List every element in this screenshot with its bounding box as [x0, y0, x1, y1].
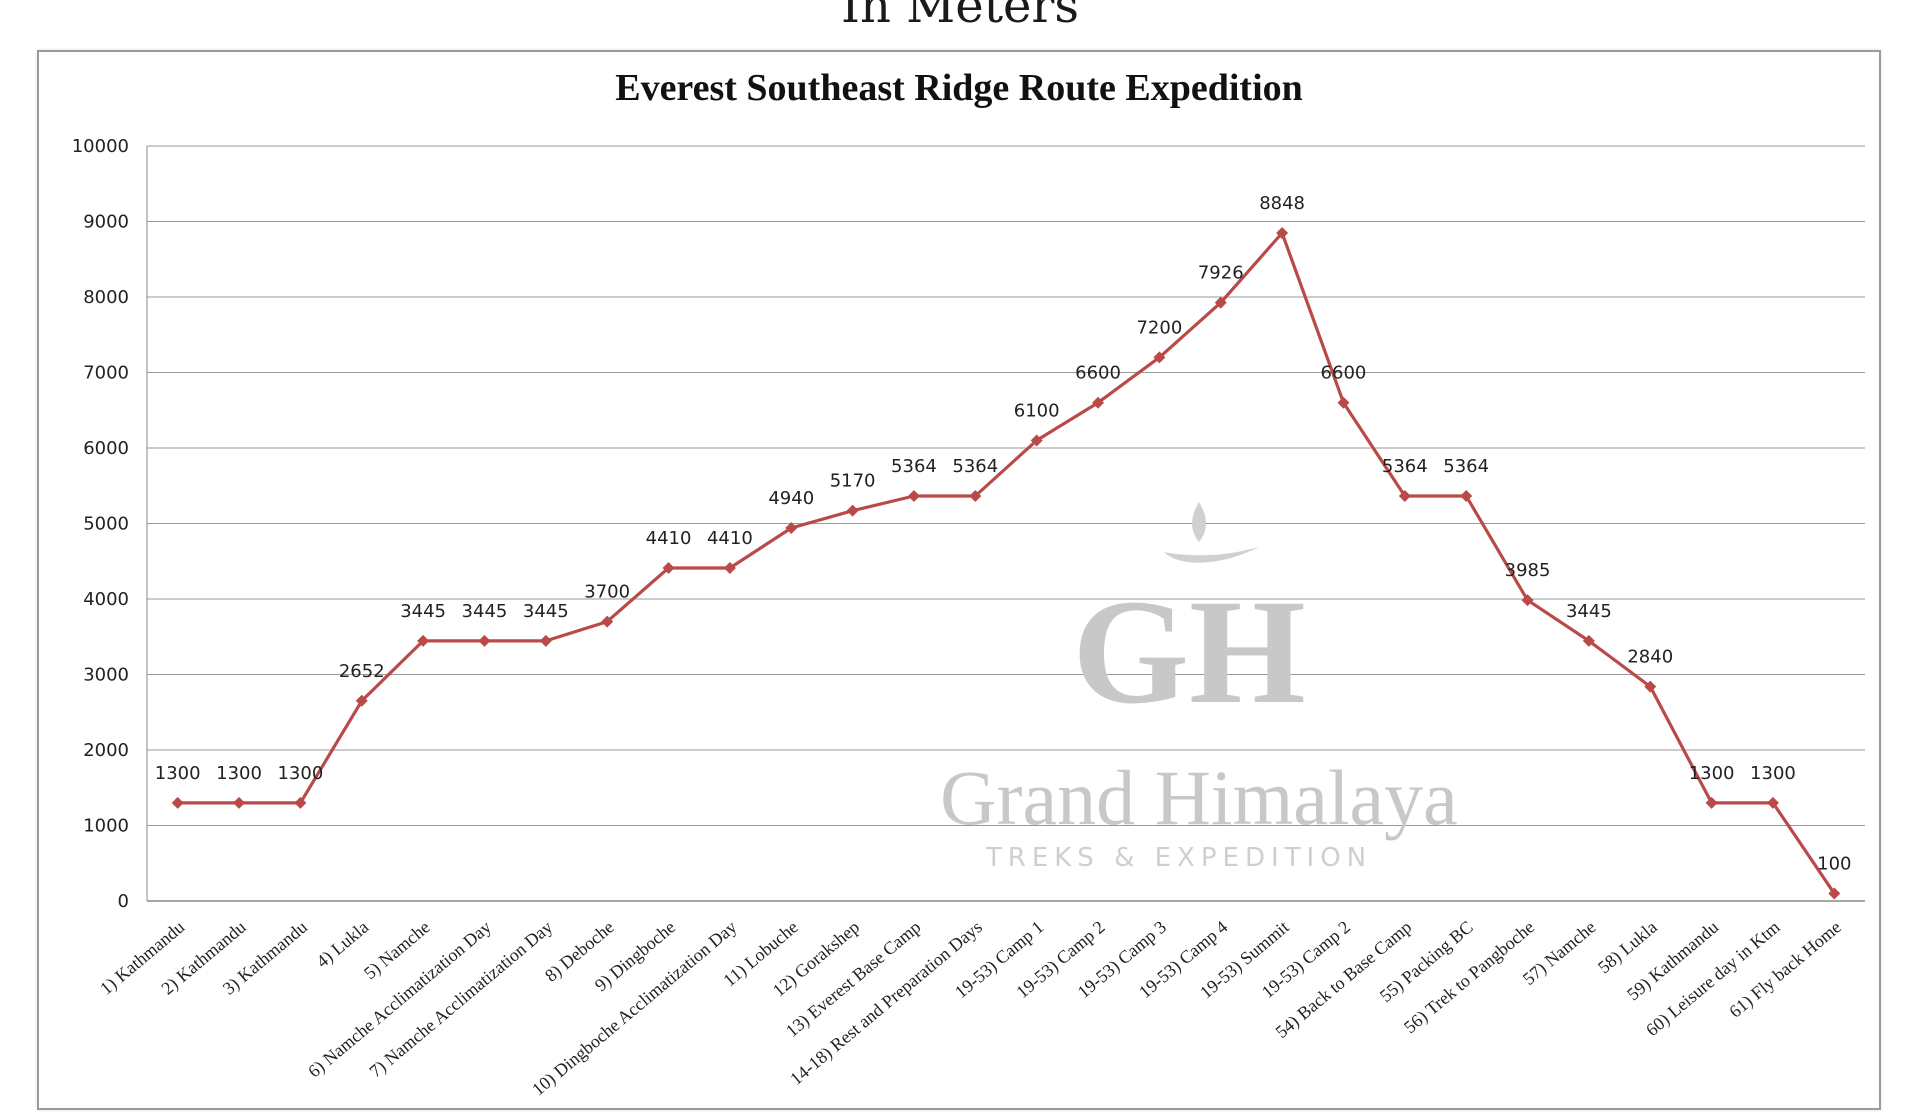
y-tick-label-9000: 9000 — [83, 212, 129, 233]
watermark-logo-icon: GH — [1072, 502, 1306, 735]
data-point-25 — [1644, 680, 1657, 693]
data-point-19 — [1276, 226, 1289, 239]
data-label-21: 5364 — [1382, 456, 1428, 477]
data-label-7: 3445 — [523, 601, 569, 622]
series-elevation: 1300 1300 1300 2652 3445 3445 3445 3700 4410 4410… — [155, 193, 1852, 900]
y-tick-label-5000: 5000 — [83, 514, 129, 535]
data-point-3 — [294, 796, 307, 809]
y-tick-label-7000: 7000 — [83, 363, 129, 384]
y-tick-label-0: 0 — [118, 891, 129, 912]
y-tick-label-4000: 4000 — [83, 589, 129, 610]
watermark-tagline: TREKS & EXPEDITION — [985, 843, 1372, 873]
data-point-7 — [539, 634, 552, 647]
data-point-2 — [233, 796, 246, 809]
data-point-6 — [478, 634, 491, 647]
chart-frame: Everest Southeast Ridge Route Expedition… — [37, 50, 1881, 1110]
y-tick-label-8000: 8000 — [83, 287, 129, 308]
data-point-27 — [1766, 796, 1779, 809]
data-point-12 — [846, 504, 859, 517]
data-label-22: 5364 — [1443, 456, 1489, 477]
data-label-14: 5364 — [952, 456, 998, 477]
data-point-15 — [1030, 434, 1043, 447]
watermark: GH Grand Himalaya TREKS & EXPEDITION — [940, 502, 1458, 873]
data-label-28: 100 — [1817, 853, 1851, 874]
data-label-11: 4940 — [768, 488, 814, 509]
data-label-17: 7200 — [1136, 317, 1182, 338]
data-point-1 — [171, 796, 184, 809]
data-point-8 — [601, 615, 614, 628]
watermark-monogram: GH — [1072, 569, 1305, 735]
data-point-21 — [1398, 490, 1411, 503]
data-label-9: 4410 — [646, 528, 692, 549]
y-axis-ticks: 0 1000 2000 3000 4000 5000 6000 7000 8000 9000 100… — [72, 136, 129, 912]
series-line — [177, 231, 1836, 895]
data-label-10: 4410 — [707, 528, 753, 549]
data-point-13 — [907, 490, 920, 503]
data-label-23: 3985 — [1505, 560, 1551, 581]
data-label-1: 1300 — [155, 763, 201, 784]
data-label-12: 5170 — [830, 471, 876, 492]
x-tick-label-28: 61) Fly back Home — [1725, 917, 1845, 1023]
data-label-6: 3445 — [462, 601, 508, 622]
data-point-11 — [785, 522, 798, 535]
elevation-line-chart: Everest Southeast Ridge Route Expedition… — [72, 67, 1865, 1100]
data-point-20 — [1337, 396, 1350, 409]
data-point-16 — [1092, 396, 1105, 409]
y-tick-label-3000: 3000 — [83, 665, 129, 686]
data-label-19: 8848 — [1259, 193, 1305, 214]
data-point-18 — [1214, 296, 1227, 309]
data-point-10 — [723, 562, 736, 575]
data-label-2: 1300 — [216, 763, 262, 784]
y-tick-label-10000: 10000 — [72, 136, 129, 157]
watermark-brand: Grand Himalaya — [940, 754, 1458, 841]
data-label-5: 3445 — [400, 601, 446, 622]
chart-title: Everest Southeast Ridge Route Expedition — [615, 67, 1303, 109]
data-label-16: 6600 — [1075, 363, 1121, 384]
y-tick-label-1000: 1000 — [83, 816, 129, 837]
data-point-26 — [1705, 796, 1718, 809]
data-label-4: 2652 — [339, 661, 385, 682]
data-point-14 — [969, 490, 982, 503]
data-label-26: 1300 — [1689, 763, 1735, 784]
y-tick-label-2000: 2000 — [83, 740, 129, 761]
data-point-28 — [1828, 887, 1841, 900]
data-point-5 — [417, 634, 430, 647]
data-label-8: 3700 — [584, 582, 630, 603]
data-label-20: 6600 — [1321, 363, 1367, 384]
data-point-4 — [355, 694, 368, 707]
grid-lines — [146, 145, 1865, 902]
data-point-22 — [1460, 490, 1473, 503]
data-label-3: 1300 — [277, 763, 323, 784]
data-point-9 — [662, 562, 675, 575]
data-point-17 — [1153, 351, 1166, 364]
data-label-18: 7926 — [1198, 263, 1244, 284]
y-tick-label-6000: 6000 — [83, 438, 129, 459]
data-label-25: 2840 — [1627, 647, 1673, 668]
page-header: In Meters — [841, 0, 1079, 34]
data-label-24: 3445 — [1566, 601, 1612, 622]
data-label-13: 5364 — [891, 456, 937, 477]
data-point-23 — [1521, 594, 1534, 607]
data-label-27: 1300 — [1750, 763, 1796, 784]
data-label-15: 6100 — [1014, 400, 1060, 421]
data-point-24 — [1582, 634, 1595, 647]
